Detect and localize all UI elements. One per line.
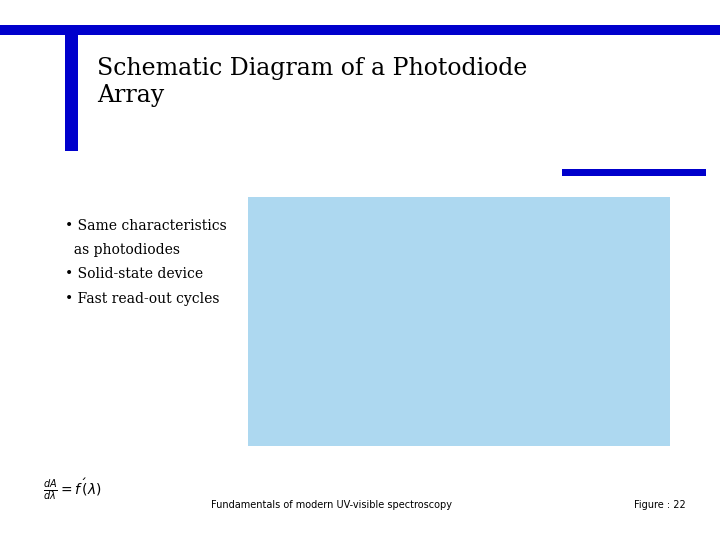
Text: Fundamentals of modern UV-visible spectroscopy: Fundamentals of modern UV-visible spectr…: [211, 500, 451, 510]
Text: Schematic Diagram of a Photodiode
Array: Schematic Diagram of a Photodiode Array: [97, 57, 528, 107]
Text: Figure : 22: Figure : 22: [634, 500, 685, 510]
Text: • Solid-state device: • Solid-state device: [65, 267, 203, 281]
Text: $\frac{dA}{d\lambda} = f\,\'(\lambda)$: $\frac{dA}{d\lambda} = f\,\'(\lambda)$: [43, 477, 102, 502]
Text: • Fast read-out cycles: • Fast read-out cycles: [65, 292, 220, 306]
Text: as photodiodes: as photodiodes: [65, 243, 180, 257]
Bar: [0, 25, 720, 35]
Bar: [248, 197, 670, 446]
Bar: [65, 35, 78, 151]
Text: • Same characteristics: • Same characteristics: [65, 219, 227, 233]
Bar: [562, 169, 706, 176]
